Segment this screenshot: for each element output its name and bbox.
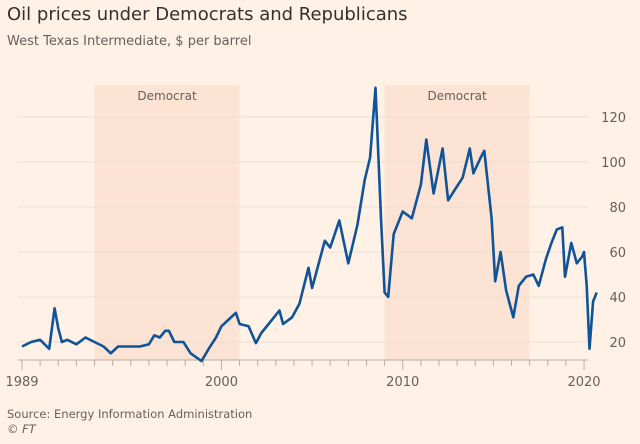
copyright-note: © FT xyxy=(7,422,36,436)
x-tick-label: 2000 xyxy=(205,375,238,390)
x-tick-label: 1989 xyxy=(5,375,38,390)
democrat-period-shade xyxy=(94,85,240,360)
source-note: Source: Energy Information Administratio… xyxy=(7,407,253,421)
wti-price-line xyxy=(21,86,598,363)
y-tick-label: 100 xyxy=(601,156,626,171)
x-tick-label: 2020 xyxy=(567,375,600,390)
democrat-period-shade xyxy=(384,85,530,360)
y-tick-label: 80 xyxy=(609,201,626,216)
shade-label: Democrat xyxy=(427,89,487,103)
chart-subtitle: West Texas Intermediate, $ per barrel xyxy=(7,34,252,49)
y-tick-label: 120 xyxy=(601,111,626,126)
y-tick-label: 60 xyxy=(609,246,626,261)
x-tick-label: 2010 xyxy=(386,375,419,390)
y-tick-label: 20 xyxy=(609,336,626,351)
y-tick-label: 40 xyxy=(609,291,626,306)
shade-label: Democrat xyxy=(137,89,197,103)
chart-title: Oil prices under Democrats and Republica… xyxy=(7,4,408,25)
